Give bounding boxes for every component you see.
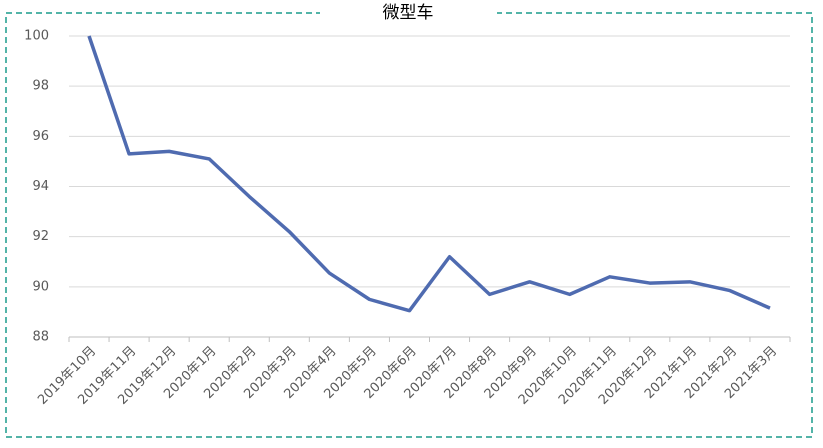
y-tick-label: 88: [32, 330, 49, 345]
chart-title: 微型车: [383, 3, 434, 23]
y-tick-label: 94: [32, 179, 49, 194]
y-tick-label: 90: [32, 279, 49, 294]
y-tick-label: 96: [32, 129, 49, 144]
y-tick-label: 98: [32, 79, 49, 94]
y-tick-label: 100: [24, 29, 49, 44]
chart-border: [5, 12, 813, 438]
data-line: [87, 35, 771, 313]
title-backdrop: [320, 4, 497, 24]
y-tick-label: 92: [32, 229, 49, 244]
